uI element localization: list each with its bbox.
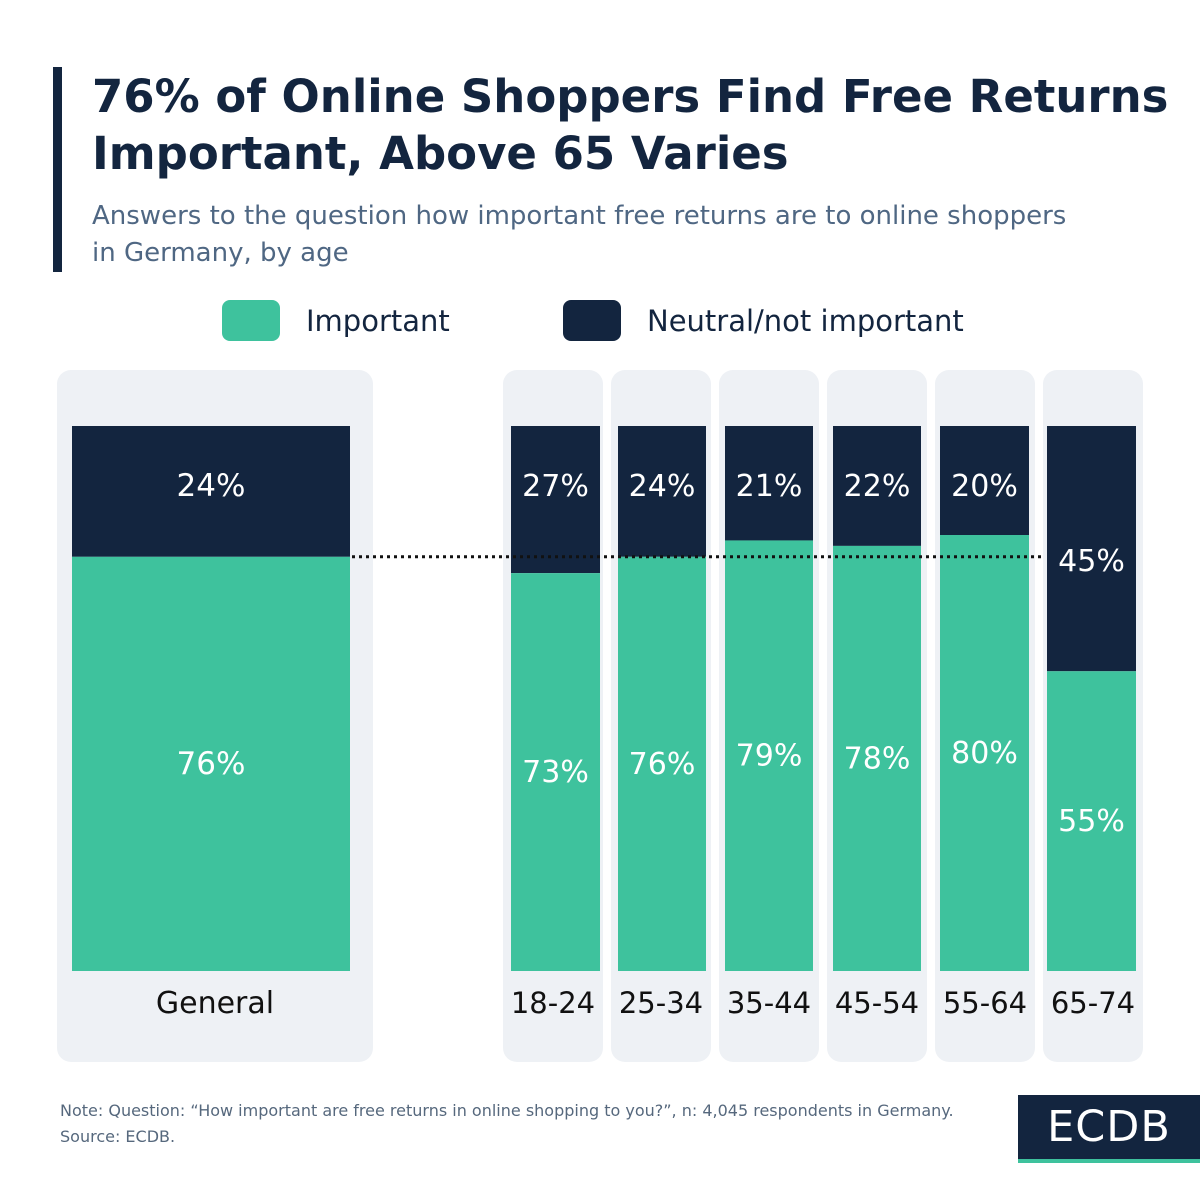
chart-subtitle: Answers to the question how important fr… xyxy=(92,201,1067,268)
bar-important-55-64 xyxy=(940,535,1029,971)
bar-label-important-55-64: 80% xyxy=(951,736,1018,771)
bar-label-important-65-74: 55% xyxy=(1058,804,1125,839)
legend-item-important: Important xyxy=(222,300,450,341)
bar-neutral-45-54 xyxy=(833,426,921,546)
category-label-18-24: 18-24 xyxy=(511,986,595,1020)
legend-swatch-important xyxy=(222,300,280,341)
bar-important-general xyxy=(72,556,350,971)
bar-label-important-45-54: 78% xyxy=(844,741,911,776)
bar-label-neutral-65-74: 45% xyxy=(1058,544,1125,579)
bar-label-important-35-44: 79% xyxy=(736,739,803,774)
ecdb-logo: ECDB xyxy=(1018,1095,1200,1163)
bar-label-neutral-general: 24% xyxy=(177,468,246,504)
bar-label-neutral-25-34: 24% xyxy=(629,469,696,504)
chart-note: Note: Question: “How important are free … xyxy=(60,1098,960,1150)
bar-neutral-25-34 xyxy=(618,426,706,557)
legend-item-neutral: Neutral/not important xyxy=(563,300,964,341)
note-question: Note: Question: “How important are free … xyxy=(60,1101,954,1120)
bar-neutral-55-64 xyxy=(940,426,1029,535)
category-label-65-74: 65-74 xyxy=(1051,986,1135,1020)
category-label-45-54: 45-54 xyxy=(835,986,919,1020)
legend-swatch-neutral xyxy=(563,300,621,341)
category-label-35-44: 35-44 xyxy=(727,986,811,1020)
bar-important-65-74 xyxy=(1047,671,1136,971)
category-label-25-34: 25-34 xyxy=(619,986,703,1020)
bar-label-important-general: 76% xyxy=(177,746,246,782)
logo-text: ECDB xyxy=(1047,1102,1171,1152)
bar-neutral-35-44 xyxy=(725,426,813,541)
chart-title: 76% of Online Shoppers Find Free Returns… xyxy=(92,70,1169,180)
title-accent-bar xyxy=(53,67,62,272)
bar-neutral-18-24 xyxy=(511,426,600,574)
bar-label-neutral-55-64: 20% xyxy=(951,469,1018,504)
bar-label-neutral-45-54: 22% xyxy=(844,469,911,504)
bar-label-neutral-35-44: 21% xyxy=(736,469,803,504)
legend-label-important: Important xyxy=(306,303,450,338)
bar-label-important-25-34: 76% xyxy=(629,747,696,782)
category-label-general: General xyxy=(156,986,274,1021)
bar-label-neutral-18-24: 27% xyxy=(522,469,589,504)
bar-important-18-24 xyxy=(511,573,600,971)
bar-important-35-44 xyxy=(725,540,813,971)
category-label-55-64: 55-64 xyxy=(943,986,1027,1020)
bar-important-25-34 xyxy=(618,556,706,971)
bar-important-45-54 xyxy=(833,545,921,971)
note-source: Source: ECDB. xyxy=(60,1127,176,1146)
bar-label-important-18-24: 73% xyxy=(522,755,589,790)
bar-neutral-65-74 xyxy=(1047,426,1136,672)
bar-neutral-general xyxy=(72,426,350,557)
legend-label-neutral: Neutral/not important xyxy=(647,303,964,338)
